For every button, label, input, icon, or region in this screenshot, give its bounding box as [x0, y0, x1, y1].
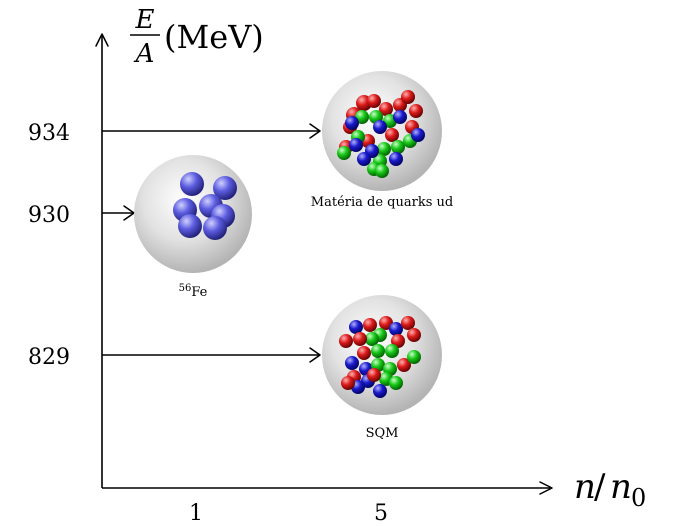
red-quark: [341, 376, 355, 390]
fe-nucleus: 56Fe: [134, 155, 252, 300]
red-quark: [401, 90, 415, 104]
ud-caption: Matéria de quarks ud: [311, 195, 453, 210]
y-label-unit: (MeV): [164, 18, 264, 56]
blue-quark: [373, 120, 387, 134]
nucleon: [180, 172, 204, 196]
green-quark: [371, 344, 385, 358]
fe-symbol: Fe: [191, 285, 207, 300]
blue-quark: [345, 116, 359, 130]
blue-quark: [389, 322, 403, 336]
nucleon: [203, 216, 227, 240]
x-label-n0: n: [610, 467, 632, 507]
ud-quark-matter: Matéria de quarks ud: [311, 71, 453, 210]
red-quark: [353, 332, 367, 346]
blue-quark: [393, 110, 407, 124]
y-axis-arrowhead: [95, 33, 109, 47]
blue-quark: [345, 356, 359, 370]
red-quark: [407, 328, 421, 342]
fe-mass-number: 56: [179, 283, 192, 294]
green-quark: [385, 344, 399, 358]
x-axis-label: n / n 0: [574, 467, 646, 512]
red-quark: [367, 368, 381, 382]
nucleon: [213, 176, 237, 200]
y-axis-label: E A (MeV): [130, 5, 264, 69]
green-quark: [391, 140, 405, 154]
blue-quark: [389, 152, 403, 166]
x-label-slash: /: [594, 467, 606, 507]
blue-quark: [373, 384, 387, 398]
green-quark: [377, 142, 391, 156]
sqm-quark-cluster: [339, 316, 421, 398]
y-tick-829: 829: [28, 345, 70, 370]
fe-nucleon-cluster: [173, 172, 237, 240]
green-quark: [337, 146, 351, 160]
blue-quark: [411, 128, 425, 142]
red-quark: [397, 358, 411, 372]
y-label-denominator: A: [134, 39, 155, 69]
x-label-n: n: [574, 467, 596, 507]
y-label-numerator: E: [135, 5, 155, 35]
green-quark: [365, 332, 379, 346]
red-quark: [385, 128, 399, 142]
red-quark: [409, 104, 423, 118]
nucleon: [178, 214, 202, 238]
ud-quark-cluster: [337, 90, 425, 178]
blue-quark: [357, 152, 371, 166]
green-quark: [389, 376, 403, 390]
red-quark: [379, 102, 393, 116]
blue-quark: [349, 320, 363, 334]
red-quark: [367, 94, 381, 108]
green-quark: [407, 350, 421, 364]
red-quark: [339, 334, 353, 348]
x-label-n0-subscript: 0: [631, 484, 646, 512]
sqm-caption: SQM: [366, 426, 399, 441]
x-tick-1: 1: [189, 501, 203, 526]
arrow-829-to-sqm: [102, 347, 321, 363]
blue-quark: [349, 138, 363, 152]
sqm-quark-matter: SQM: [322, 295, 442, 441]
y-tick-934: 934: [28, 121, 70, 146]
x-tick-5: 5: [374, 501, 388, 526]
red-quark: [363, 318, 377, 332]
red-quark: [357, 346, 371, 360]
arrow-934-to-ud: [102, 123, 321, 139]
red-quark: [401, 316, 415, 330]
x-axis-arrowhead: [539, 481, 553, 495]
fe-caption: 56Fe: [179, 283, 208, 300]
arrow-930-to-fe: [102, 205, 135, 221]
green-quark: [375, 164, 389, 178]
y-tick-930: 930: [28, 203, 70, 228]
